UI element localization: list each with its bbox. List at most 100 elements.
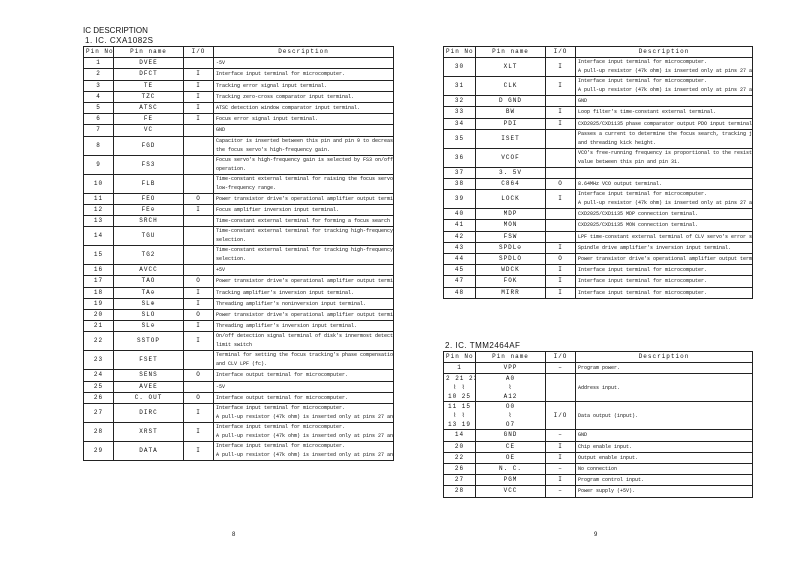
cell: VC [113, 124, 184, 137]
cell [575, 166, 753, 180]
cell-line: Time-constant external terminal for rais… [216, 175, 394, 182]
cell: C. OUT [113, 391, 184, 405]
cell-line: A pull-up resistor (47k ohm) is inserted… [578, 68, 753, 75]
row: 27 DIRC I Interface input terminal for micr… [83, 403, 394, 424]
cell: I [545, 451, 576, 465]
cell [545, 373, 576, 403]
cell: TG2 [113, 245, 184, 266]
cell: CXD2025/CXD1135 MDP connection terminal. [575, 208, 753, 221]
row: 4 TZC I Tracking zero-cross comparator inpu… [83, 90, 394, 104]
cell-line: O7 [505, 421, 516, 429]
cell: I [545, 57, 576, 78]
cell: – [545, 485, 576, 498]
cell: TGU [113, 226, 184, 247]
cell: I [183, 403, 214, 424]
cell-line: Interface input terminal for microcomput… [216, 405, 346, 412]
cell [183, 215, 214, 228]
cell: Interface input terminal for microcomput… [575, 264, 753, 277]
cell: I [545, 189, 576, 210]
row: 34 PDI I CXD2025/CXD1135 phase comparator o… [443, 117, 753, 130]
row: 40 MDP CXD2025/CXD1135 MDP connection term… [443, 208, 753, 221]
cell: Interface input terminal for microcomput… [575, 275, 753, 288]
cell-line: VCO's free-running frequency is proporti… [578, 149, 753, 156]
cell-line: Capacitor is inserted between this pin a… [216, 137, 394, 144]
cell: 36 [443, 147, 476, 168]
cell-line: Focus servo's high-frequency gain is sel… [216, 156, 394, 163]
cell: 16 [83, 264, 114, 277]
cell: 1 [83, 57, 114, 70]
cell-line: A pull-up resistor (47k ohm) is inserted… [578, 200, 753, 207]
cell: PGM [475, 474, 546, 487]
row: 11 15 ⌇ ⌇ 13 19 O0 ⌇ O7 I/O Data output (input)… [443, 401, 753, 431]
cell: 38 [443, 178, 476, 191]
cell: I [183, 90, 214, 104]
cell: FOK [475, 275, 546, 288]
cell [545, 147, 576, 168]
row: 41 MON CXD2025/CXD1135 MON connection term… [443, 219, 753, 232]
column-header: Pin name [475, 45, 546, 59]
cell: VCO's free-running frequency is proporti… [575, 147, 753, 168]
row: 27 PGM I Program control input. [443, 474, 753, 487]
cell-line: the focus servo's high-frequency gain. [216, 146, 331, 153]
cell: +5V [213, 264, 394, 277]
cell: -5V [213, 57, 394, 70]
cell: FEO [113, 192, 184, 205]
cell: Interface output terminal for microcompu… [213, 369, 394, 382]
cell: LOCK [475, 189, 546, 210]
row: 42 FSW LPF time-constant external terminal… [443, 230, 753, 243]
column-header: I/O [183, 45, 214, 59]
cell: FLB [113, 173, 184, 194]
cell: 5 [83, 102, 114, 115]
cell: 1 [443, 362, 476, 375]
cell: Interface input terminal for microcomput… [575, 189, 753, 210]
cell: WDCK [475, 264, 546, 277]
row: 19 SL⊕ I Threading amplifier's noninversion… [83, 297, 394, 311]
cell: CLK [475, 76, 546, 97]
cell-line: ⌇ [508, 384, 513, 392]
row: 30 XLT I Interface input terminal for micro… [443, 57, 753, 78]
cell: TE [113, 79, 184, 92]
cell: FSET [113, 350, 184, 371]
cell-line: A0 [505, 375, 516, 383]
cell: I [183, 203, 214, 217]
cell [545, 230, 576, 243]
cell: Interface output terminal for microcompu… [213, 391, 394, 405]
column-header: Description [213, 45, 394, 59]
cell-line: Interface input terminal for microcomput… [578, 191, 708, 198]
column-header: Pin name [113, 45, 184, 59]
cell: 26 [443, 463, 476, 476]
row: 12 FE⊖ I Focus amplifier inversion input te… [83, 203, 394, 217]
cell: 2 [83, 68, 114, 81]
cell: ISET [475, 128, 546, 149]
cell: AVEE [113, 380, 184, 393]
row: 13 SRCH Time-constant external terminal fo… [83, 215, 394, 228]
row: 20 SLO O Power transistor drive's operation… [83, 309, 394, 322]
cell: XLT [475, 57, 546, 78]
cell: 10 [83, 173, 114, 194]
cell: Power transistor drive's operational amp… [213, 275, 394, 288]
cell: 27 [83, 403, 114, 424]
cell-line: Interface input terminal for microcomput… [578, 78, 708, 85]
row: 26 C. OUT O Interface output terminal for m… [83, 391, 394, 405]
row: 28 XRST I Interface input terminal for micr… [83, 422, 394, 443]
cell: Program control input. [575, 474, 753, 487]
cell: MIRR [475, 286, 546, 299]
cell-line: On/off detection signal terminal of disk… [216, 333, 394, 340]
cell: 15 [83, 245, 114, 266]
cell: I [545, 76, 576, 97]
cell: 22 [443, 451, 476, 465]
cell: ATSC [113, 102, 184, 115]
row: 8 FGD Capacitor is inserted between this p… [83, 135, 394, 156]
cell: SPDLO [475, 253, 546, 266]
cell: CXD2025/CXD1135 MON connection terminal. [575, 219, 753, 232]
cell: On/off detection signal terminal of disk… [213, 331, 394, 352]
cell: I [183, 102, 214, 115]
cell: SSTOP [113, 331, 184, 352]
table-wrap: Pin No. Pin name I/O Description 1 VPP – Progra… [443, 350, 753, 498]
cell: Tracking zero-cross comparator input ter… [213, 90, 394, 104]
cell: SENS [113, 369, 184, 382]
cell-line: and threading kick height. [578, 139, 657, 146]
cell: 14 [443, 429, 476, 442]
cell: 22 [83, 331, 114, 352]
cell [545, 166, 576, 180]
